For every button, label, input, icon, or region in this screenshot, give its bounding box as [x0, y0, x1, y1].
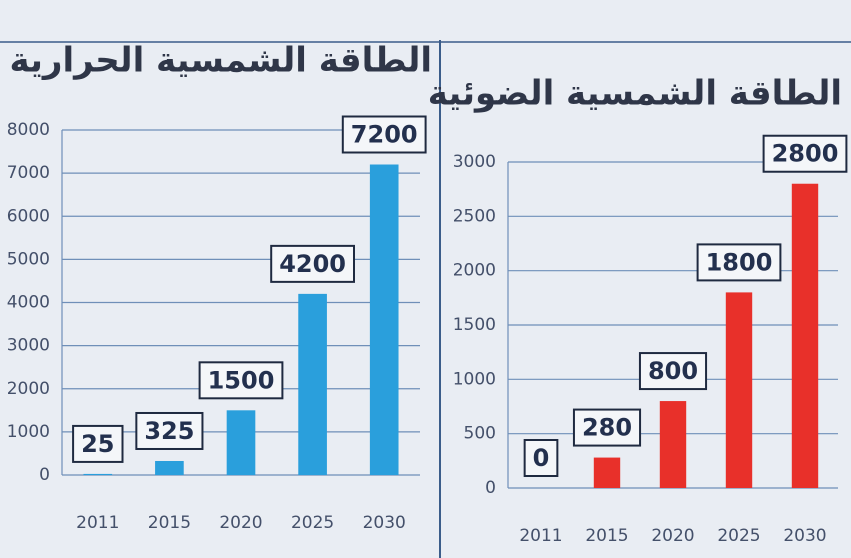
y-tick-label: 8000: [7, 120, 50, 140]
bar: [227, 410, 256, 475]
y-tick-label: 7000: [7, 163, 50, 183]
y-tick-label: 4000: [7, 293, 50, 313]
y-tick-label: 2000: [453, 261, 496, 281]
bar: [726, 292, 752, 488]
value-label: 4200: [279, 250, 346, 278]
y-tick-label: 5000: [7, 249, 50, 269]
y-tick-label: 0: [485, 478, 496, 498]
bar: [83, 474, 112, 475]
y-tick-label: 1500: [453, 315, 496, 335]
chart-title: الطاقة الشمسية الضوئية: [428, 74, 842, 114]
y-tick-label: 2000: [7, 379, 50, 399]
value-label: 25: [81, 430, 114, 458]
x-tick-label: 2030: [783, 526, 826, 546]
chart-title: الطاقة الشمسية الحرارية: [10, 41, 432, 81]
x-tick-label: 2025: [291, 513, 334, 533]
bar: [594, 458, 620, 488]
y-tick-label: 1000: [453, 369, 496, 389]
x-tick-label: 2025: [717, 526, 760, 546]
x-tick-label: 2030: [363, 513, 406, 533]
x-tick-label: 2020: [651, 526, 694, 546]
value-label: 1800: [706, 248, 773, 276]
x-tick-label: 2011: [519, 526, 562, 546]
x-tick-label: 2015: [585, 526, 628, 546]
x-tick-label: 2020: [219, 513, 262, 533]
bar: [155, 461, 184, 475]
y-tick-label: 500: [464, 424, 496, 444]
value-label: 1500: [208, 366, 275, 394]
bar: [792, 184, 818, 488]
y-tick-label: 0: [39, 465, 50, 485]
y-tick-label: 1000: [7, 422, 50, 442]
value-label: 325: [144, 417, 194, 445]
bar: [370, 165, 399, 476]
x-tick-label: 2015: [148, 513, 191, 533]
y-tick-label: 2500: [453, 206, 496, 226]
bar: [660, 401, 686, 488]
y-tick-label: 3000: [453, 152, 496, 172]
y-tick-label: 6000: [7, 206, 50, 226]
value-label: 7200: [351, 121, 418, 149]
bar: [298, 294, 327, 475]
value-label: 0: [533, 444, 550, 472]
value-label: 800: [648, 357, 698, 385]
value-label: 280: [582, 414, 632, 442]
x-tick-label: 2011: [76, 513, 119, 533]
screen: الطاقة الشمسية الحرارية 0 1000 2000 3000 4000…: [0, 0, 851, 558]
y-tick-label: 3000: [7, 336, 50, 356]
value-label: 2800: [772, 140, 839, 168]
